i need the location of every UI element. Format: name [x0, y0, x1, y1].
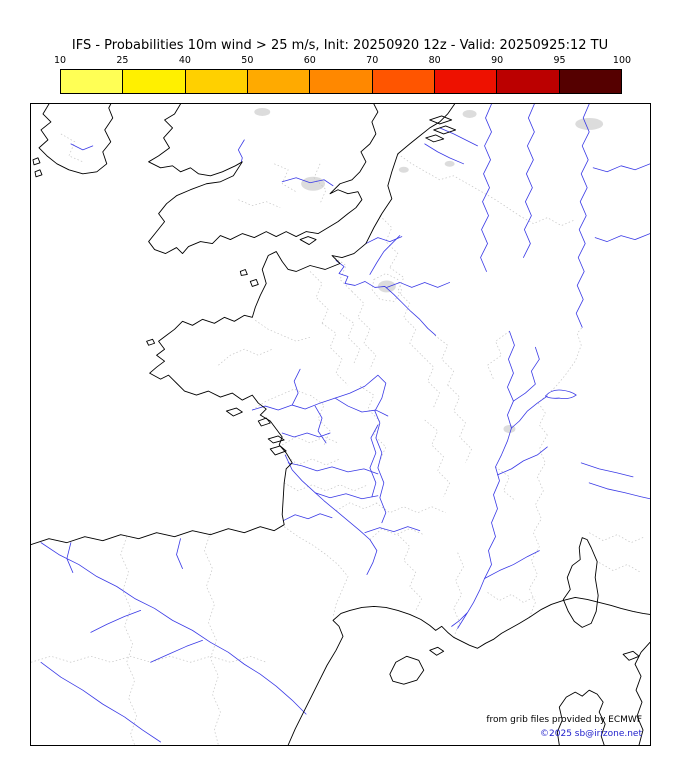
river-vienne	[314, 405, 327, 444]
river-tarn	[364, 526, 421, 534]
river-loire	[251, 374, 387, 524]
colorbar-tick-label: 100	[612, 55, 632, 66]
colorbar-segment	[497, 70, 560, 93]
island-elba	[622, 650, 640, 661]
colorbar-tick-label: 50	[241, 55, 254, 66]
river-charente	[281, 432, 331, 438]
colorbar-segment	[123, 70, 186, 93]
river-po	[580, 462, 650, 500]
colorbar-segment	[372, 70, 435, 93]
coast-great-britain	[148, 104, 379, 254]
colorbar	[60, 69, 622, 94]
river-cantabrian	[66, 538, 183, 573]
coastline-layer	[31, 104, 650, 745]
river-garonne	[284, 454, 378, 575]
urban-ruhr	[575, 117, 604, 130]
river-rhone	[451, 395, 548, 629]
islands-zeeland	[425, 115, 457, 143]
island-mallorca	[389, 655, 425, 685]
island-menorca	[429, 646, 445, 656]
colorbar-segment	[61, 70, 124, 93]
river-isere	[497, 446, 548, 476]
river-jucar	[40, 661, 161, 743]
urban-paris	[377, 280, 396, 293]
islands-atlantic-france	[146, 338, 287, 456]
urban-lille	[398, 166, 409, 173]
colorbar-tick-label: 95	[553, 55, 566, 66]
lake-geneva	[544, 389, 577, 400]
colorbar-tick-label: 70	[366, 55, 379, 66]
map-canvas	[31, 104, 650, 745]
river-allier	[369, 424, 379, 498]
isle-of-wight	[299, 236, 317, 246]
river-thames	[281, 177, 334, 187]
urban-london	[301, 176, 326, 191]
colorbar-tick-label: 60	[303, 55, 316, 66]
river-seine	[335, 260, 437, 336]
colorbar-tick-label: 80	[428, 55, 441, 66]
river-cher	[334, 397, 389, 417]
colorbar-segment	[185, 70, 248, 93]
river-severn	[237, 139, 245, 163]
river-somme	[365, 236, 403, 244]
credit-copyright-link[interactable]: ©2025 sb@irizone.net	[540, 729, 642, 739]
river-ebro	[40, 542, 307, 715]
colorbar-ticks: 10 25 40 50 60 70 80 90 95 100	[54, 55, 631, 67]
island-corsica	[562, 537, 599, 628]
urban-midlands	[254, 107, 271, 116]
river-saone	[507, 330, 515, 429]
river-meuse	[480, 104, 492, 272]
admin-boundary-layer	[31, 133, 646, 745]
river-sarthe	[291, 368, 301, 406]
credit-source: from grib files provided by ECMWF	[486, 715, 642, 725]
urban-areas	[254, 107, 604, 433]
urban-brussels	[444, 160, 455, 167]
coast-continent-atlantic	[31, 104, 456, 546]
river-rhine	[575, 104, 590, 328]
map-frame: from grib files provided by ECMWF ©2025 …	[30, 103, 651, 746]
channel-islands	[239, 269, 259, 287]
colorbar-tick-label: 40	[178, 55, 191, 66]
river-moselle	[523, 104, 535, 258]
page-title: IFS - Probabilities 10m wind > 25 m/s, I…	[71, 38, 609, 53]
colorbar-segment	[434, 70, 498, 93]
urban-randstad	[462, 109, 477, 118]
river-doubs	[513, 346, 540, 402]
colorbar-tick-label: 90	[491, 55, 504, 66]
river-marne	[386, 282, 451, 288]
river-ireland	[70, 143, 94, 151]
coast-ireland	[38, 104, 114, 175]
river-oise	[369, 235, 401, 275]
islands-ireland	[32, 157, 43, 178]
colorbar-segment	[310, 70, 373, 93]
river-adour	[282, 513, 333, 522]
river-lot	[314, 492, 379, 500]
river-ebro-tributaries	[90, 610, 203, 663]
river-main-neckar	[592, 163, 650, 242]
island-sardinia	[556, 689, 606, 745]
river-scheldt-delta	[424, 127, 478, 165]
colorbar-tick-label: 10	[53, 55, 67, 66]
river-layer	[40, 104, 650, 743]
coast-mediterranean	[287, 597, 650, 745]
river-dordogne	[287, 462, 379, 475]
colorbar-tick-label: 25	[116, 55, 129, 66]
colorbar-segment	[559, 70, 621, 93]
river-durance	[484, 550, 540, 579]
colorbar-segment	[247, 70, 311, 93]
